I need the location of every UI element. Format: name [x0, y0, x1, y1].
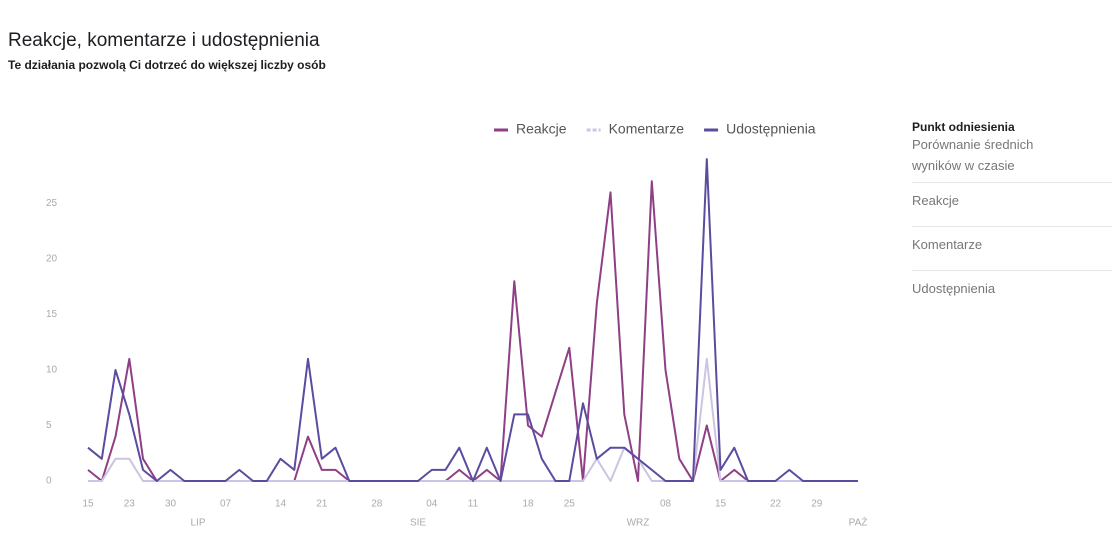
- x-tick-label: 30: [165, 499, 177, 510]
- legend-label: Reakcje: [516, 121, 567, 137]
- x-tick-label: 29: [811, 499, 823, 510]
- y-tick-label: 20: [46, 254, 58, 265]
- x-tick-label: 25: [564, 499, 576, 510]
- x-tick-label: 14: [275, 499, 287, 510]
- series-line: [87, 158, 858, 482]
- y-tick-label: 0: [46, 476, 52, 487]
- x-tick-label: 08: [660, 499, 672, 510]
- x-tick-label: 21: [316, 499, 328, 510]
- x-month-label: SIE: [410, 518, 426, 529]
- y-tick-label: 5: [46, 420, 52, 431]
- x-tick-label: 07: [220, 499, 232, 510]
- x-tick-label: 04: [426, 499, 438, 510]
- x-tick-label: 28: [371, 499, 383, 510]
- benchmark-description: Porównanie średnich wyników w czasie: [912, 137, 1034, 173]
- x-tick-label: 22: [770, 499, 782, 510]
- x-tick-label: 23: [124, 499, 136, 510]
- x-tick-label: 15: [82, 499, 94, 510]
- x-tick-label: 15: [715, 499, 727, 510]
- x-month-label: LIP: [190, 518, 205, 529]
- benchmark-item[interactable]: Reakcje: [912, 182, 1112, 220]
- x-month-label: PAŹ: [849, 516, 868, 529]
- section-title: Reakcje, komentarze i udostępnienia: [8, 30, 320, 51]
- series-line: [87, 180, 858, 482]
- benchmark-title: Punkt odniesienia: [912, 120, 1015, 134]
- benchmark-item[interactable]: Komentarze: [912, 226, 1112, 264]
- y-tick-label: 10: [46, 365, 58, 376]
- benchmark-panel: Punkt odniesienia Porównanie średnich wy…: [912, 120, 1112, 308]
- x-month-label: WRZ: [627, 518, 650, 529]
- legend-label: Komentarze: [609, 121, 685, 137]
- x-tick-label: 18: [522, 499, 534, 510]
- x-tick-label: 11: [468, 499, 479, 510]
- benchmark-item[interactable]: Udostępnienia: [912, 270, 1112, 308]
- series-line: [88, 357, 858, 482]
- section-subtitle: Te działania pozwolą Ci dotrzeć do więks…: [8, 58, 326, 72]
- y-tick-label: 25: [46, 198, 58, 209]
- y-tick-label: 15: [46, 309, 58, 320]
- legend-label: Udostępnienia: [726, 121, 816, 137]
